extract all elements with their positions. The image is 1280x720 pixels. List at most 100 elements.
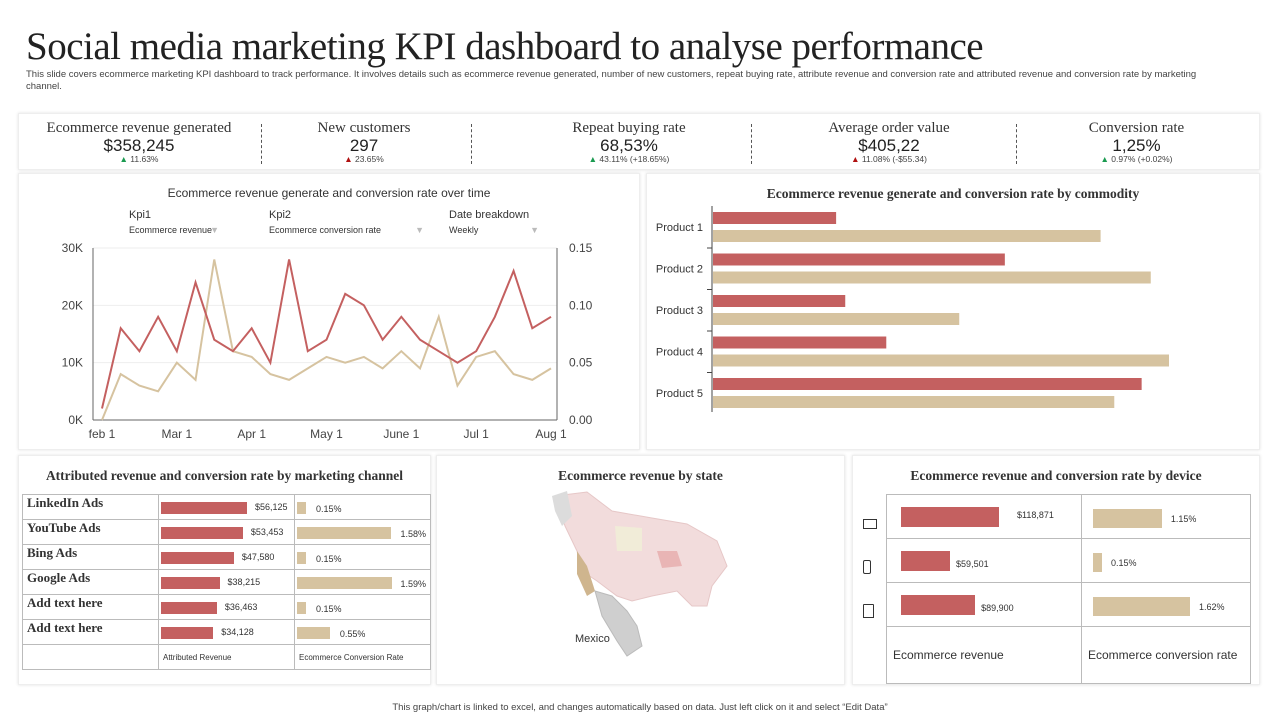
empty-cell — [22, 644, 159, 670]
channel-name: LinkedIn Ads — [22, 494, 159, 520]
filter-dropdown[interactable]: Ecommerce revenue ▼ — [129, 225, 219, 235]
table-footer-row: Attributed Revenue Ecommerce Conversion R… — [22, 644, 431, 670]
triangle-down-icon: ▲ — [851, 154, 862, 164]
kpi-label: Average order value — [828, 120, 950, 136]
rate-value: 0.15% — [316, 604, 342, 614]
y2-tick-label: 0.10 — [569, 298, 593, 312]
triangle-up-icon: ▲ — [119, 154, 131, 164]
kpi-change: ▲ 0.97% (+0.02%) — [1014, 154, 1259, 164]
rate-bar — [1093, 597, 1190, 616]
kpi-change: ▲ 23.65% — [259, 154, 469, 164]
commodity-chart-panel: Ecommerce revenue generate and conversio… — [646, 173, 1260, 450]
kpi-change: ▲ 43.11% (+18.65%) — [509, 154, 749, 164]
category-label: Product 1 — [656, 222, 703, 234]
table-row: LinkedIn Ads $56,125 0.15% — [22, 494, 431, 520]
revenue-bar — [901, 507, 999, 527]
kpi-change-value: 11.63% — [130, 154, 159, 164]
kpi-change: ▲ 11.08% (-$55.34) — [764, 154, 1014, 164]
rate-value: 0.55% — [339, 629, 366, 639]
revenue-bar — [713, 295, 846, 307]
filter-dropdown[interactable]: Ecommerce conversion rate ▼ — [269, 225, 424, 235]
y-tick-label: 0K — [68, 413, 83, 427]
rate-bar — [297, 602, 306, 614]
kpi-label: New customers — [317, 120, 411, 136]
table-row: $118,871 1.15% — [886, 494, 1251, 539]
map-title: Ecommerce revenue by state — [558, 468, 723, 483]
chevron-down-icon: ▼ — [415, 225, 424, 235]
filter-label: Date breakdown — [449, 209, 530, 221]
channel-name: Add text here — [22, 619, 159, 645]
mobile-icon — [863, 560, 871, 579]
rate-cell: 1.15% — [1081, 494, 1251, 539]
channel-title: Attributed revenue and conversion rate b… — [45, 468, 404, 483]
revenue-bar — [713, 378, 1142, 390]
kpi-value: 68,53% — [600, 136, 658, 155]
rate-value: 1.58% — [400, 529, 426, 539]
revenue-cell: $38,215 — [158, 569, 295, 595]
revenue-bar — [161, 552, 234, 564]
table-row: YouTube Ads $53,453 1.58% — [22, 519, 431, 545]
revenue-value: $38,215 — [227, 577, 261, 587]
footer-note: This graph/chart is linked to excel, and… — [392, 702, 888, 713]
revenue-bar — [713, 336, 887, 349]
rate-cell: 0.15% — [294, 544, 431, 570]
rate-value: 1.15% — [1170, 514, 1197, 524]
triangle-down-icon: ▲ — [344, 154, 355, 164]
state-map-panel: Ecommerce revenue by state Mexico — [436, 455, 845, 685]
revenue-value: $89,900 — [981, 603, 1014, 613]
kpi-label: Repeat buying rate — [572, 120, 686, 136]
y-tick-label: 30K — [62, 241, 83, 255]
x-tick-label: May 1 — [310, 427, 343, 441]
revenue-bar — [901, 595, 976, 615]
kpi-change-value: 0.97% (+0.02%) — [1111, 154, 1173, 164]
revenue-bar — [161, 602, 217, 614]
x-tick-label: Aug 1 — [535, 427, 567, 441]
series-line-conversion — [101, 259, 552, 421]
y2-tick-label: 0.15 — [569, 241, 593, 255]
kpi-value: 1,25% — [1112, 136, 1161, 155]
revenue-cell: $56,125 — [158, 494, 295, 520]
revenue-value: $53,453 — [250, 527, 284, 537]
kpi-change-value: 23.65% — [354, 154, 384, 164]
revenue-value: $56,125 — [255, 502, 288, 512]
filter-dropdown[interactable]: Weekly ▼ — [449, 225, 539, 235]
x-tick-label: Apr 1 — [237, 427, 266, 441]
kpi-change-value: 11.08% (-$55.34) — [861, 154, 927, 164]
revenue-bar — [161, 527, 243, 539]
kpi-row: Ecommerce revenue generated $358,245 ▲ 11.… — [18, 113, 1260, 170]
rate-cell: 0.15% — [294, 494, 431, 520]
channel-name: Add text here — [22, 594, 159, 620]
channel-name: Bing Ads — [22, 544, 159, 570]
table-row: Google Ads $38,215 1.59% — [22, 569, 431, 595]
device-title: Ecommerce revenue and conversion rate by… — [910, 468, 1202, 483]
rate-value: 0.15% — [1111, 558, 1137, 568]
kpi-label: Ecommerce revenue generated — [46, 120, 232, 136]
y-tick-label: 10K — [62, 356, 83, 370]
revenue-cell: $47,580 — [158, 544, 295, 570]
x-tick-label: feb 1 — [89, 427, 116, 441]
state-map[interactable] — [437, 456, 846, 686]
table-row: Add text here $36,463 0.15% — [22, 594, 431, 620]
kpi-card: Ecommerce revenue generated $358,245 ▲ 11.… — [19, 114, 259, 170]
kpi-change: ▲ 11.63% — [19, 154, 259, 164]
table-row: Add text here $34,128 0.55% — [22, 619, 431, 645]
revenue-cell: $34,128 — [158, 619, 295, 645]
table-row: $89,900 1.62% — [886, 582, 1251, 627]
revenue-bar — [161, 502, 247, 514]
rate-bar — [297, 552, 306, 564]
map-label-mexico: Mexico — [575, 633, 610, 645]
revenue-cell: $89,900 — [886, 582, 1082, 627]
rate-cell: 1.62% — [1081, 582, 1251, 627]
filter-value: Ecommerce conversion rate — [269, 225, 382, 235]
channel-name: YouTube Ads — [22, 519, 159, 545]
category-label: Product 2 — [656, 264, 703, 276]
triangle-up-icon: ▲ — [588, 154, 600, 164]
revenue-value: $118,871 — [1017, 510, 1054, 520]
table-row: $59,501 0.15% — [886, 538, 1251, 583]
revenue-value: $36,463 — [224, 602, 258, 612]
rate-cell: 1.58% — [294, 519, 431, 545]
line-chart: 0K 0.00 10K 0.05 20K 0.10 30K 0.15 feb 1 Mar 1 Apr… — [62, 241, 593, 441]
x-tick-label: Mar 1 — [161, 427, 192, 441]
device-table: $118,871 1.15% $59,501 0.15% $89,900 1.62% Eco… — [886, 494, 1251, 684]
kpi-card: Repeat buying rate 68,53% ▲ 43.11% (+18.65… — [509, 114, 749, 170]
